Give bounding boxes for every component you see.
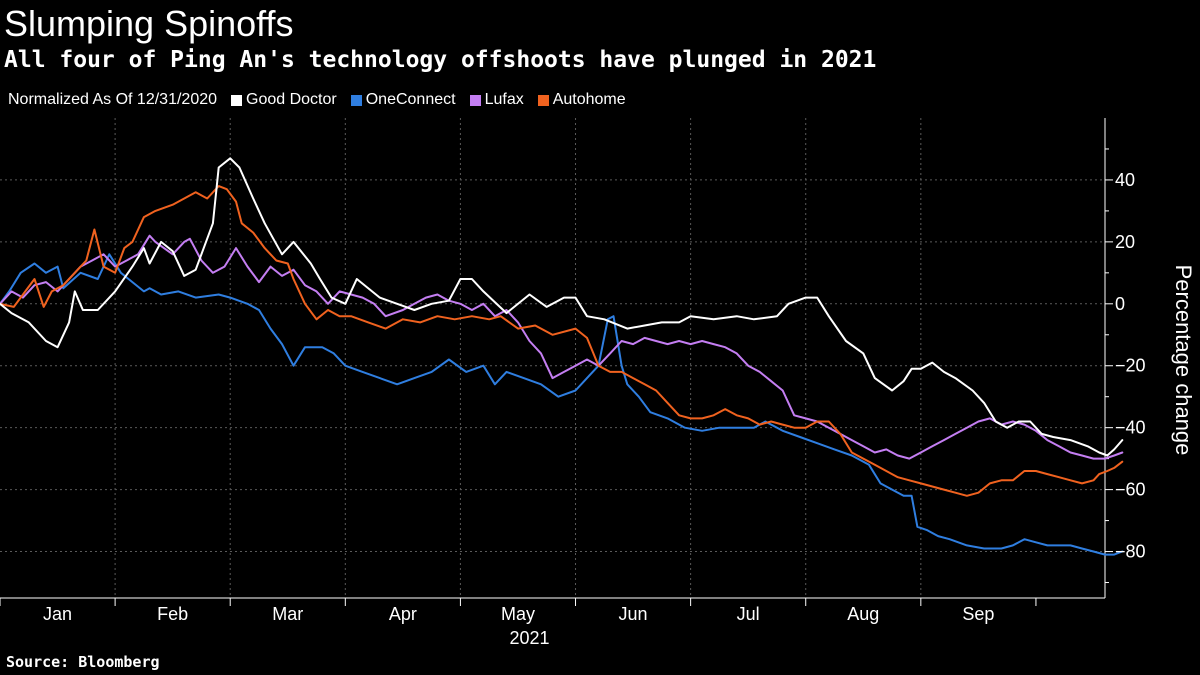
y-axis-title: Percentage change: [1171, 265, 1196, 456]
x-tick-label: Aug: [847, 604, 879, 624]
series-line-oneconnect: [0, 253, 1124, 556]
series-line-autohome: [0, 185, 1124, 497]
y-tick-label: 20: [1115, 232, 1135, 252]
legend-item-oneconnect: OneConnect: [350, 91, 456, 109]
series-line-good-doctor: [0, 157, 1124, 457]
y-tick-label: 40: [1115, 170, 1135, 190]
y-tick-label: −60: [1115, 480, 1146, 500]
legend-item-autohome: Autohome: [537, 91, 626, 109]
legend-swatch-autohome: [537, 94, 549, 106]
grid-lines: [0, 118, 1105, 598]
series-line-lufax: [0, 234, 1124, 460]
chart-subtitle: All four of Ping An's technology offshoo…: [4, 47, 877, 73]
x-tick-label: Jan: [43, 604, 72, 624]
y-tick-label: −80: [1115, 542, 1146, 562]
y-tick-label: −40: [1115, 418, 1146, 438]
x-tick-label: Mar: [272, 604, 303, 624]
source-note: Source: Bloomberg: [6, 653, 160, 671]
tick-labels: −80 −60 −40 −20 0 20 40 Jan Feb Mar Apr May Jun Jul Au…: [43, 170, 1196, 648]
x-tick-label: Apr: [389, 604, 417, 624]
x-tick-label: Jun: [619, 604, 648, 624]
legend-swatch-oneconnect: [350, 94, 362, 106]
axes: [0, 118, 1113, 606]
legend-label-good-doctor: Good Doctor: [246, 91, 337, 108]
series-lines: [0, 157, 1124, 556]
x-tick-label: Sep: [962, 604, 994, 624]
x-tick-label: May: [501, 604, 535, 624]
legend-label-oneconnect: OneConnect: [365, 91, 456, 108]
legend-item-lufax: Lufax: [469, 91, 524, 109]
x-tick-label: Feb: [157, 604, 188, 624]
x-axis-year-label: 2021: [509, 628, 549, 648]
legend: Normalized As Of 12/31/2020 Good Doctor …: [8, 88, 640, 112]
x-tick-label: Jul: [737, 604, 760, 624]
y-tick-label: −20: [1115, 356, 1146, 376]
legend-label-lufax: Lufax: [484, 91, 524, 108]
legend-swatch-lufax: [469, 94, 481, 106]
legend-normalization-note: Normalized As Of 12/31/2020: [8, 91, 218, 108]
legend-swatch-good-doctor: [231, 94, 243, 106]
chart-title: Slumping Spinoffs: [4, 3, 294, 44]
y-tick-label: 0: [1115, 294, 1125, 314]
legend-label-autohome: Autohome: [552, 91, 626, 108]
legend-item-good-doctor: Good Doctor: [231, 91, 337, 109]
